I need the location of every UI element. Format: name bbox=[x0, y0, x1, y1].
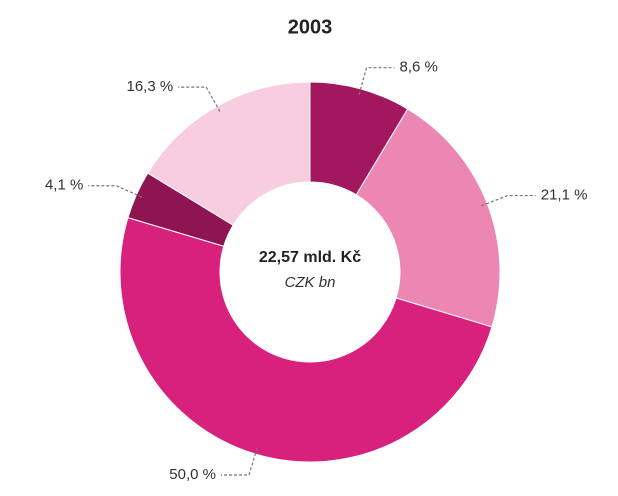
donut-slice bbox=[119, 216, 493, 463]
leader-line bbox=[220, 448, 258, 476]
donut-slice bbox=[355, 108, 501, 328]
data-label: 8,6 % bbox=[400, 59, 438, 76]
leader-line bbox=[481, 194, 536, 207]
center-label: 22,57 mld. Kč bbox=[259, 249, 361, 266]
leader-line bbox=[178, 86, 221, 112]
leader-line bbox=[358, 67, 395, 95]
data-label: 50,0 % bbox=[169, 466, 216, 483]
donut bbox=[119, 81, 501, 463]
leader-line bbox=[88, 185, 143, 198]
chart-title: 2003 bbox=[288, 16, 333, 38]
data-label: 16,3 % bbox=[127, 78, 174, 95]
center-sublabel: CZK bn bbox=[285, 274, 336, 291]
donut-slice bbox=[147, 81, 311, 226]
data-label: 4,1 % bbox=[45, 177, 83, 194]
data-label: 21,1 % bbox=[541, 187, 588, 204]
